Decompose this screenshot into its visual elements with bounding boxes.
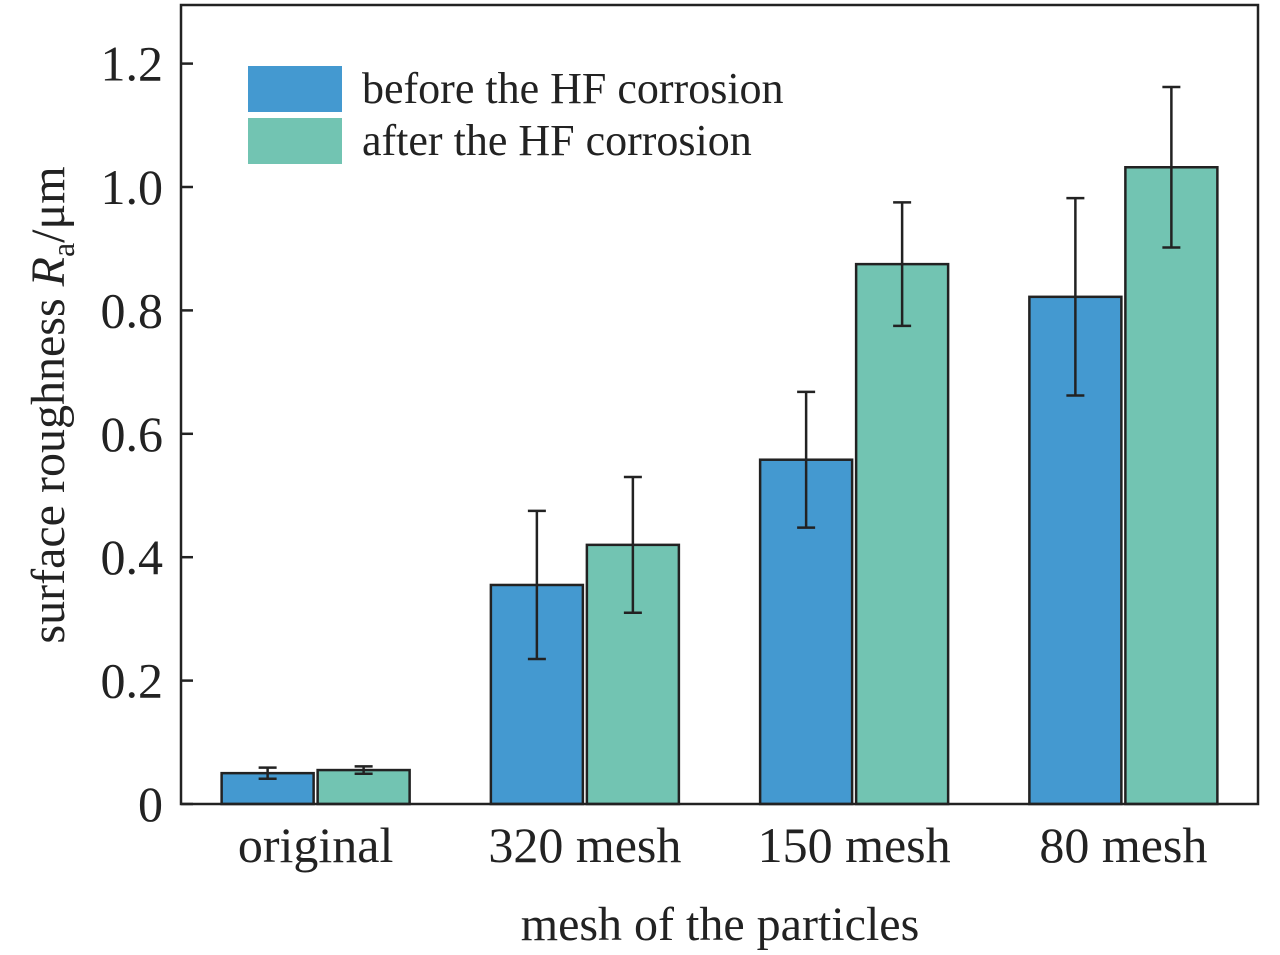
bars-layer	[220, 166, 1219, 806]
y-tick-label-3: 0.6	[101, 406, 164, 462]
error-bar-after-0	[354, 765, 373, 776]
y-axis-title-prefix: surface roughness	[22, 286, 75, 643]
error-bars-layer	[258, 85, 1181, 780]
legend-swatch-after	[248, 118, 342, 164]
bar-after-3	[1124, 166, 1219, 806]
y-tick-label-0: 0	[138, 776, 163, 832]
y-axis-title: surface roughness Ra/μm	[22, 166, 81, 643]
y-tick-label-6: 1.2	[101, 36, 164, 92]
error-bar-after-3	[1162, 85, 1181, 249]
legend-swatch-before	[248, 66, 342, 112]
y-axis-title-subscript: a	[45, 243, 81, 257]
bar-after-0	[316, 768, 411, 806]
x-axis-category-labels: original 320 mesh 150 mesh 80 mesh	[238, 817, 1208, 873]
y-tick-label-2: 0.4	[101, 529, 164, 585]
plot-frame	[179, 3, 1260, 806]
error-bar-before-2	[797, 390, 816, 529]
bar-before-2	[758, 458, 854, 806]
error-bar-before-0	[258, 766, 277, 780]
legend-label-before: before the HF corrosion	[362, 64, 784, 113]
error-bar-before-1	[527, 509, 546, 661]
bar-after-2	[854, 262, 950, 806]
legend-label-after: after the HF corrosion	[362, 116, 752, 165]
error-bar-after-1	[623, 475, 642, 614]
x-tick-label-2: 150 mesh	[758, 817, 951, 873]
y-axis-title-symbol: R	[22, 257, 75, 287]
error-bar-before-3	[1066, 196, 1085, 397]
error-bar-after-2	[893, 201, 912, 328]
y-axis-ticks: 0 0.2 0.4 0.6 0.8 1.0 1.2	[101, 36, 193, 832]
legend: before the HF corrosion after the HF cor…	[248, 64, 784, 165]
x-tick-label-0: original	[238, 817, 394, 873]
y-tick-label-5: 1.0	[101, 159, 164, 215]
x-tick-label-3: 80 mesh	[1039, 817, 1207, 873]
y-axis-title-suffix: /μm	[22, 166, 75, 242]
x-tick-label-1: 320 mesh	[488, 817, 681, 873]
y-tick-label-4: 0.8	[101, 282, 164, 338]
y-tick-label-1: 0.2	[101, 653, 164, 709]
x-axis-title: mesh of the particles	[521, 898, 920, 951]
